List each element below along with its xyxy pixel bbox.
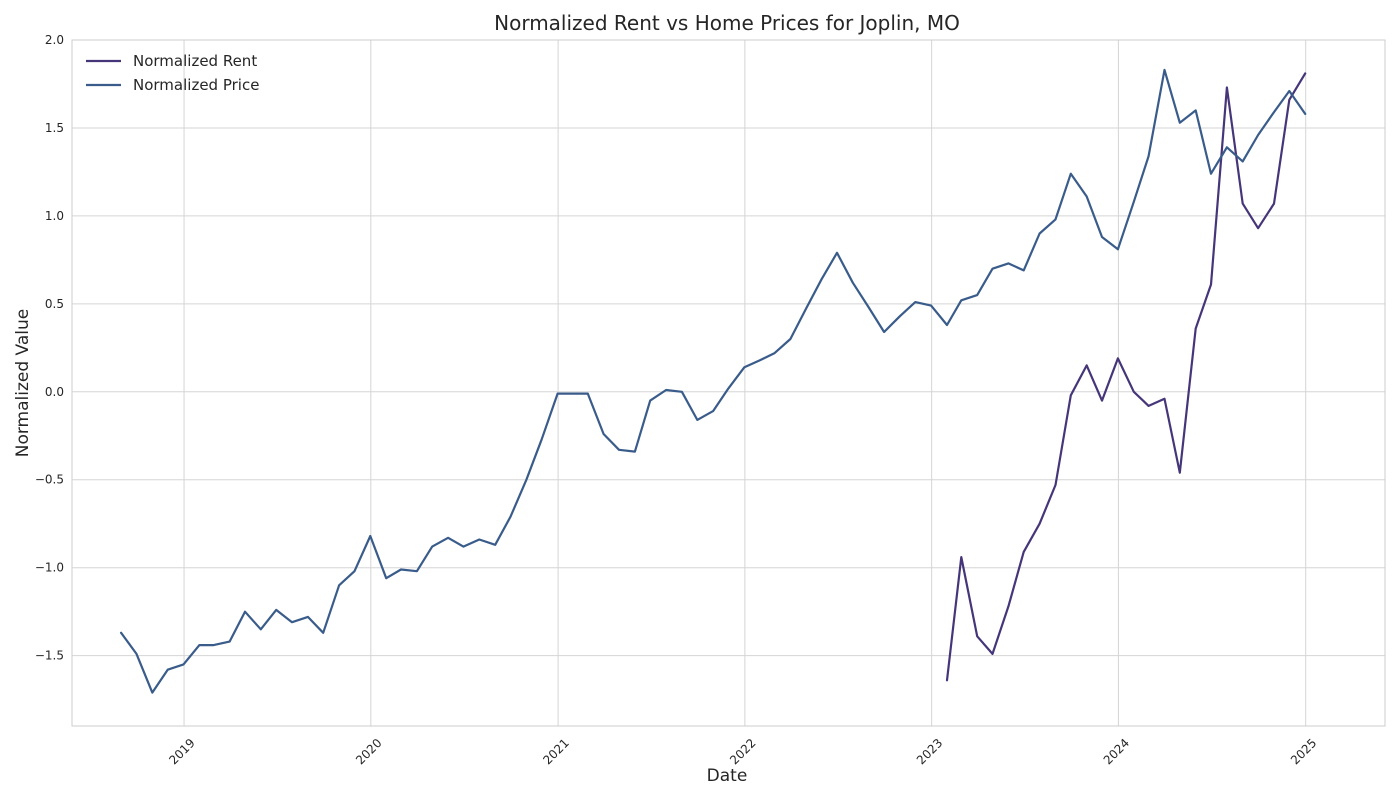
- grid: [72, 39, 1385, 726]
- y-tick-label: −1.5: [35, 649, 64, 663]
- y-tick-label: 2.0: [45, 33, 64, 47]
- y-tick-label: 0.5: [45, 297, 64, 311]
- y-axis-title: Normalized Value: [13, 309, 33, 458]
- chart-title: Normalized Rent vs Home Prices for Jopli…: [494, 11, 960, 35]
- y-tick-label: −1.0: [35, 561, 64, 575]
- legend-label: Normalized Price: [133, 76, 259, 94]
- x-axis-title: Date: [707, 766, 748, 786]
- y-tick-label: 0.0: [45, 385, 64, 399]
- y-tick-label: 1.5: [45, 121, 64, 135]
- series-line-normalized-price: [119, 68, 1307, 694]
- series-lines: [119, 68, 1307, 694]
- series-line-normalized-rent: [945, 72, 1307, 682]
- y-tick-label: 1.0: [45, 209, 64, 223]
- plot-frame: [71, 39, 1386, 727]
- legend: Normalized Rent Normalized Price: [86, 52, 259, 94]
- y-tick-labels: −1.5 −1.0 −0.5 0.0 0.5 1.0 1.5 2.0: [35, 33, 64, 663]
- legend-label: Normalized Rent: [133, 52, 257, 70]
- y-tick-label: −0.5: [35, 473, 64, 487]
